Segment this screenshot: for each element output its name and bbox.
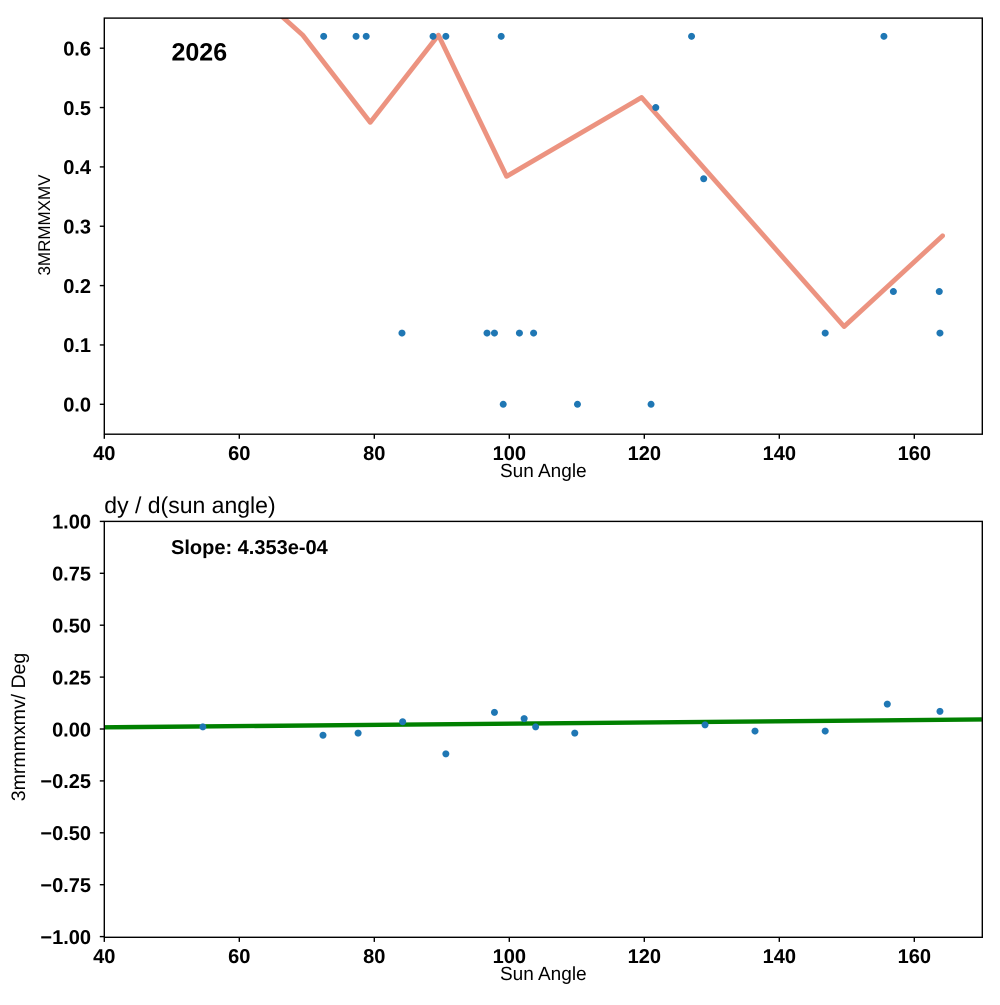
svg-text:3MRMMXMV: 3MRMMXMV	[35, 174, 54, 276]
svg-text:0.2: 0.2	[63, 276, 91, 298]
svg-text:0.6: 0.6	[63, 39, 91, 61]
svg-text:0.1: 0.1	[63, 335, 91, 357]
svg-text:Slope: 4.353e-04: Slope: 4.353e-04	[171, 537, 329, 559]
svg-text:0.0: 0.0	[63, 395, 91, 417]
svg-text:0.00: 0.00	[52, 719, 91, 741]
svg-text:0.50: 0.50	[52, 616, 91, 638]
svg-text:60: 60	[228, 443, 250, 465]
svg-text:160: 160	[898, 946, 931, 968]
svg-text:Sun Angle: Sun Angle	[500, 461, 587, 482]
svg-text:0.3: 0.3	[63, 217, 91, 239]
svg-text:120: 120	[628, 946, 661, 968]
svg-text:−0.75: −0.75	[40, 875, 91, 897]
svg-text:−1.00: −1.00	[40, 927, 91, 949]
svg-text:1.00: 1.00	[52, 512, 91, 534]
svg-text:3mrmmxmv/ Deg: 3mrmmxmv/ Deg	[8, 653, 30, 801]
svg-text:0.5: 0.5	[63, 98, 91, 120]
svg-text:dy / d(sun angle): dy / d(sun angle)	[104, 492, 275, 518]
svg-text:Sun Angle: Sun Angle	[500, 964, 587, 985]
svg-text:140: 140	[763, 443, 796, 465]
svg-text:140: 140	[763, 946, 796, 968]
svg-text:120: 120	[628, 443, 661, 465]
svg-text:160: 160	[898, 443, 931, 465]
svg-text:2026: 2026	[172, 39, 228, 67]
svg-text:40: 40	[93, 946, 115, 968]
svg-text:0.4: 0.4	[63, 157, 92, 179]
svg-text:60: 60	[228, 946, 250, 968]
svg-text:−0.50: −0.50	[40, 823, 91, 845]
svg-text:−0.25: −0.25	[40, 771, 91, 793]
svg-text:0.25: 0.25	[52, 667, 91, 689]
svg-text:80: 80	[363, 946, 385, 968]
svg-text:0.75: 0.75	[52, 564, 91, 586]
svg-text:40: 40	[93, 443, 115, 465]
svg-text:80: 80	[363, 443, 385, 465]
